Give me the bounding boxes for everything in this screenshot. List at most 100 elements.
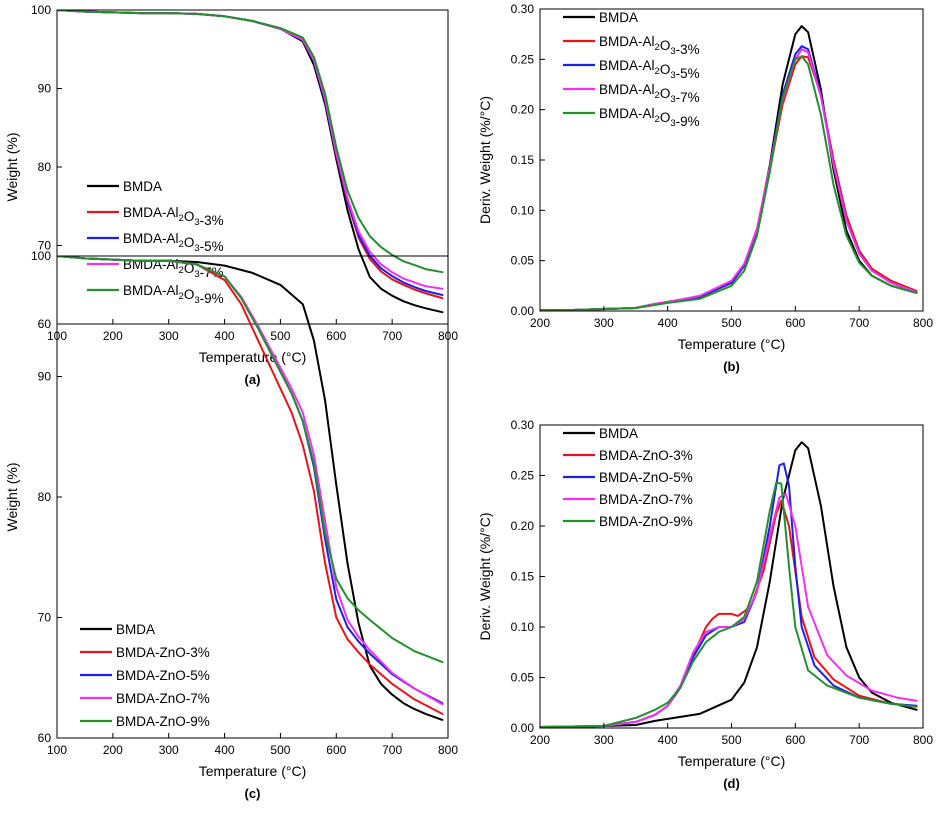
plot-area-b bbox=[540, 25, 918, 311]
x-tick-label-a-2: 300 bbox=[159, 329, 179, 343]
x-axis-title-c: Temperature (°C) bbox=[199, 763, 307, 779]
series-line-a-3 bbox=[57, 10, 444, 290]
y-tick-label-b-5: 0.25 bbox=[511, 52, 535, 66]
legend-label-d-2: BMDA-ZnO-5% bbox=[599, 470, 693, 485]
x-tick-label-c-4: 500 bbox=[270, 743, 290, 757]
panel-label-a: (a) bbox=[245, 372, 261, 387]
x-tick-label-b-1: 300 bbox=[594, 316, 614, 330]
y-tick-label-a-2: 80 bbox=[38, 160, 52, 174]
x-tick-label-b-6: 800 bbox=[913, 316, 933, 330]
legend-label-a-4: BMDA-Al2O3-9% bbox=[123, 283, 224, 306]
y-tick-label-a-0: 60 bbox=[38, 317, 52, 331]
x-tick-label-d-4: 600 bbox=[785, 733, 805, 747]
series-line-d-4 bbox=[540, 481, 918, 728]
x-tick-label-d-6: 800 bbox=[913, 733, 933, 747]
y-tick-label-d-6: 0.30 bbox=[511, 418, 535, 432]
legend-label-b-2: BMDA-Al2O3-5% bbox=[599, 58, 700, 81]
legend-label-c-0: BMDA bbox=[116, 622, 155, 637]
chart-panel-b: 200 300 400 500 600 700 800 0.00 0.05 0.10 0.15 0.2… bbox=[477, 2, 933, 374]
y-axis-title-c: Weight (%) bbox=[4, 463, 20, 532]
y-axis-title-b: Deriv. Weight (%/°C) bbox=[477, 96, 493, 224]
plot-area-c bbox=[57, 256, 444, 721]
x-tick-label-b-5: 700 bbox=[849, 316, 869, 330]
x-tick-label-d-3: 500 bbox=[721, 733, 741, 747]
y-tick-label-d-5: 0.25 bbox=[511, 469, 535, 483]
y-tick-label-c-1: 70 bbox=[38, 611, 52, 625]
x-tick-label-a-6: 700 bbox=[382, 329, 402, 343]
plot-area-d bbox=[540, 441, 918, 728]
y-tick-label-d-4: 0.20 bbox=[511, 519, 535, 533]
y-axis-title-d: Deriv. Weight (%/°C) bbox=[477, 513, 493, 641]
series-line-b-0 bbox=[540, 25, 918, 311]
x-tick-label-c-7: 800 bbox=[438, 743, 458, 757]
legend-label-c-2: BMDA-ZnO-5% bbox=[116, 668, 210, 683]
x-tick-label-a-3: 400 bbox=[215, 329, 235, 343]
x-tick-label-c-0: 100 bbox=[47, 743, 67, 757]
chart-panel-a: 100 200 300 400 500 600 700 80060708090100Tempe… bbox=[4, 3, 458, 387]
x-tick-label-c-3: 400 bbox=[215, 743, 235, 757]
series-line-a-2 bbox=[57, 10, 444, 296]
y-tick-label-b-1: 0.05 bbox=[511, 254, 535, 268]
series-line-b-1 bbox=[540, 55, 918, 311]
legend-c: BMDA BMDA-ZnO-3% BMDA-ZnO-5% BMDA-ZnO-7% BMD… bbox=[80, 622, 210, 729]
legend-label-c-3: BMDA-ZnO-7% bbox=[116, 691, 210, 706]
x-tick-label-c-2: 300 bbox=[159, 743, 179, 757]
axis-frame-b bbox=[539, 8, 924, 312]
x-axis-title-d: Temperature (°C) bbox=[678, 753, 786, 769]
series-line-d-0 bbox=[540, 441, 918, 728]
legend-label-b-0: BMDA bbox=[599, 10, 638, 25]
legend-b: BMDA BMDA-Al2O3-3%BMDA-Al2O3-5%BMDA-Al2O3… bbox=[563, 10, 700, 129]
y-tick-label-d-1: 0.05 bbox=[511, 671, 535, 685]
legend-d: BMDA BMDA-ZnO-3% BMDA-ZnO-5% BMDA-ZnO-7% BMD… bbox=[563, 426, 693, 529]
series-line-d-3 bbox=[540, 492, 918, 728]
x-tick-label-b-0: 200 bbox=[530, 316, 550, 330]
legend-label-a-0: BMDA bbox=[123, 179, 162, 194]
x-tick-label-a-4: 500 bbox=[270, 329, 290, 343]
legend-label-d-3: BMDA-ZnO-7% bbox=[599, 492, 693, 507]
x-tick-label-d-2: 400 bbox=[658, 733, 678, 747]
y-tick-label-a-4: 100 bbox=[31, 3, 51, 17]
series-line-c-4 bbox=[57, 256, 444, 664]
x-tick-label-c-6: 700 bbox=[382, 743, 402, 757]
y-tick-label-c-4: 100 bbox=[31, 249, 51, 263]
series-line-a-1 bbox=[57, 10, 444, 300]
y-tick-label-d-0: 0.00 bbox=[511, 721, 535, 735]
legend-label-a-1: BMDA-Al2O3-3% bbox=[123, 205, 224, 228]
x-tick-label-d-1: 300 bbox=[594, 733, 614, 747]
legend-label-c-1: BMDA-ZnO-3% bbox=[116, 645, 210, 660]
legend-label-b-1: BMDA-Al2O3-3% bbox=[599, 34, 700, 57]
legend-label-d-4: BMDA-ZnO-9% bbox=[599, 514, 693, 529]
plot-area-a bbox=[57, 10, 444, 314]
x-tick-label-a-5: 600 bbox=[326, 329, 346, 343]
y-tick-label-c-3: 90 bbox=[38, 370, 52, 384]
legend-label-b-3: BMDA-Al2O3-7% bbox=[599, 82, 700, 105]
y-tick-label-b-0: 0.00 bbox=[511, 304, 535, 318]
legend-label-d-0: BMDA bbox=[599, 426, 638, 441]
y-tick-label-c-0: 60 bbox=[38, 731, 52, 745]
x-tick-label-a-1: 200 bbox=[103, 329, 123, 343]
y-tick-label-c-2: 80 bbox=[38, 490, 52, 504]
y-tick-label-d-2: 0.10 bbox=[511, 620, 535, 634]
panel-label-c: (c) bbox=[245, 786, 261, 801]
y-tick-label-d-3: 0.15 bbox=[511, 570, 535, 584]
x-axis-title-a: Temperature (°C) bbox=[199, 349, 307, 365]
x-axis-title-b: Temperature (°C) bbox=[678, 336, 786, 352]
legend-a: BMDA BMDA-Al2O3-3% BMDA-Al2O3-5% BMDA-Al2O3… bbox=[87, 179, 224, 306]
series-line-c-1 bbox=[57, 256, 444, 715]
y-tick-label-a-3: 90 bbox=[38, 82, 52, 96]
panel-label-d: (d) bbox=[723, 776, 740, 791]
series-line-b-3 bbox=[540, 48, 918, 311]
legend-label-c-4: BMDA-ZnO-9% bbox=[116, 714, 210, 729]
panel-label-b: (b) bbox=[723, 359, 740, 374]
series-line-c-0 bbox=[57, 256, 444, 721]
x-tick-label-c-5: 600 bbox=[326, 743, 346, 757]
chart-panel-c: 100 200 300 400 500 600 700 800 60 70 80 90 100 Tempe… bbox=[4, 249, 458, 801]
y-axis-title-a: Weight (%) bbox=[4, 133, 20, 202]
x-tick-label-b-3: 500 bbox=[721, 316, 741, 330]
series-line-d-1 bbox=[540, 499, 918, 728]
series-line-d-2 bbox=[540, 462, 918, 728]
x-tick-label-b-2: 400 bbox=[658, 316, 678, 330]
y-tick-label-b-2: 0.10 bbox=[511, 203, 535, 217]
x-tick-label-c-1: 200 bbox=[103, 743, 123, 757]
